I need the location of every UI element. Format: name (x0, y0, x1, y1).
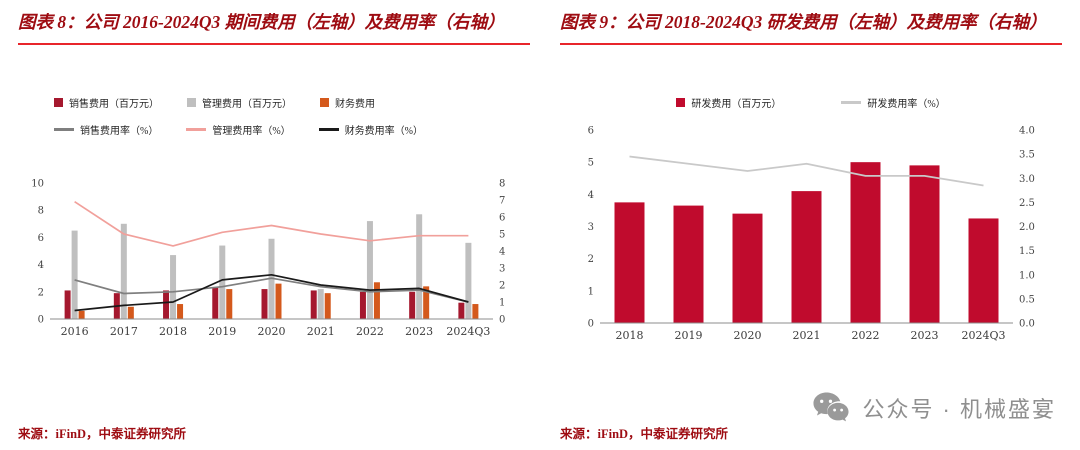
legend-label: 管理费用率（%） (212, 126, 291, 138)
legend-swatch-marker (676, 98, 686, 108)
legend-label: 销售费用率（%） (80, 126, 159, 138)
svg-text:2016: 2016 (61, 325, 89, 338)
svg-text:2024Q3: 2024Q3 (446, 325, 490, 338)
figure8-panel: 图表 8：公司 2016-2024Q3 期间费用（左轴）及费用率（右轴） 销售费… (18, 0, 530, 450)
svg-text:3: 3 (588, 222, 594, 233)
svg-text:6: 6 (499, 213, 505, 224)
svg-text:1: 1 (588, 286, 594, 297)
legend-line-marker (841, 101, 862, 104)
svg-text:3.5: 3.5 (1019, 150, 1035, 161)
svg-text:0: 0 (499, 315, 505, 326)
svg-text:8: 8 (499, 179, 505, 190)
legend-swatch-marker (54, 98, 63, 108)
svg-text:2019: 2019 (675, 329, 703, 342)
svg-text:2020: 2020 (258, 325, 286, 338)
svg-text:3.0: 3.0 (1019, 174, 1035, 185)
legend-item: 销售费用（百万元） (54, 95, 159, 110)
axis-tick-labels: 0 1 2 3 4 5 6 0.0 0.5 1.0 1.5 2.0 2.5 3.0 3.5 4.0 (588, 126, 1035, 330)
svg-text:6: 6 (588, 126, 594, 137)
svg-text:2022: 2022 (356, 325, 384, 338)
wechat-icon (813, 392, 849, 422)
x-axis-labels: 2018 2019 2020 2021 2022 2023 2024Q3 (616, 329, 1006, 342)
figure9-panel: 图表 9：公司 2018-2024Q3 研发费用（左轴）及费用率（右轴） 研发费… (560, 0, 1062, 450)
bars-group (614, 162, 999, 324)
x-axis-labels: 2016 2017 2018 2019 2020 2021 2022 2023 2024Q3 (61, 325, 491, 338)
svg-text:1.0: 1.0 (1019, 270, 1035, 281)
legend-swatch-marker (320, 98, 329, 108)
legend-label: 研发费用（百万元） (691, 99, 782, 111)
legend-row: 销售费用率（%） 管理费用率（%） 财务费用率（%） (54, 122, 530, 137)
svg-text:2.5: 2.5 (1019, 198, 1035, 209)
legend-line-marker (54, 128, 74, 131)
line-series-group (629, 155, 984, 187)
svg-text:0.5: 0.5 (1019, 295, 1035, 306)
watermark-text: 公众号 · 机械盛宴 (862, 396, 1056, 422)
watermark: 公众号 · 机械盛宴 (812, 391, 1056, 424)
legend-label: 销售费用（百万元） (69, 99, 159, 111)
svg-text:7: 7 (499, 196, 505, 207)
svg-text:1: 1 (499, 298, 505, 309)
legend-label: 研发费用率（%） (867, 99, 946, 111)
line-series-group (74, 201, 469, 312)
svg-text:6: 6 (38, 233, 44, 244)
axis-tick-labels: 0 2 4 6 8 10 0 1 2 3 4 5 6 7 8 (31, 179, 505, 326)
svg-text:2024Q3: 2024Q3 (961, 329, 1005, 342)
svg-text:2020: 2020 (734, 329, 762, 342)
figure9-source: 来源：iFinD，中泰证券研究所 (560, 427, 729, 441)
svg-text:0: 0 (588, 319, 594, 330)
svg-text:3: 3 (499, 264, 505, 275)
svg-text:1.5: 1.5 (1019, 246, 1035, 257)
svg-text:4: 4 (38, 260, 44, 271)
svg-text:2: 2 (499, 281, 505, 292)
svg-text:4: 4 (588, 190, 594, 201)
svg-text:0.0: 0.0 (1019, 319, 1035, 330)
svg-text:2019: 2019 (208, 325, 236, 338)
legend-item: 研发费用率（%） (841, 95, 946, 111)
legend-item: 财务费用率（%） (318, 122, 424, 138)
legend-item: 管理费用率（%） (186, 122, 291, 138)
svg-text:5: 5 (499, 230, 505, 241)
legend-item: 研发费用（百万元） (676, 95, 781, 110)
figure8-source: 来源：iFinD，中泰证券研究所 (18, 427, 187, 441)
figure8-title: 图表 8：公司 2016-2024Q3 期间费用（左轴）及费用率（右轴） (18, 0, 530, 46)
svg-text:8: 8 (38, 206, 44, 217)
svg-text:2018: 2018 (616, 329, 644, 342)
svg-text:2: 2 (38, 287, 44, 298)
svg-text:4.0: 4.0 (1019, 126, 1035, 137)
svg-text:2021: 2021 (307, 325, 335, 338)
svg-text:2023: 2023 (911, 329, 939, 342)
figure8-legend: 销售费用（百万元） 管理费用（百万元） 财务费用销售费用率（%） 管理费用率（%） 财务… (54, 95, 530, 137)
svg-text:2017: 2017 (110, 325, 138, 338)
svg-text:2.0: 2.0 (1019, 222, 1035, 233)
figure9-title: 图表 9：公司 2018-2024Q3 研发费用（左轴）及费用率（右轴） (560, 0, 1062, 46)
svg-text:2021: 2021 (793, 329, 821, 342)
svg-text:2018: 2018 (159, 325, 187, 338)
figure8-chart-svg: 0 2 4 6 8 10 0 1 2 3 4 5 6 7 8 2016 2017 2018 2019 2020 2021… (31, 179, 505, 339)
legend-label: 财务费用 (335, 99, 375, 111)
svg-text:2023: 2023 (405, 325, 433, 338)
legend-item: 财务费用 (320, 95, 375, 110)
svg-text:2: 2 (588, 254, 594, 265)
legend-label: 财务费用率（%） (344, 126, 424, 138)
svg-text:0: 0 (38, 315, 44, 326)
legend-line-marker (318, 128, 339, 131)
legend-label: 管理费用（百万元） (202, 99, 292, 111)
legend-row: 销售费用（百万元） 管理费用（百万元） 财务费用 (54, 95, 530, 110)
legend-line-marker (186, 128, 207, 131)
svg-text:5: 5 (588, 158, 594, 169)
legend-item: 销售费用率（%） (54, 122, 158, 137)
svg-text:2022: 2022 (852, 329, 880, 342)
svg-text:4: 4 (499, 247, 505, 258)
legend-item: 管理费用（百万元） (187, 95, 292, 110)
bars-group (64, 214, 479, 320)
svg-text:10: 10 (31, 179, 44, 190)
legend-swatch-marker (187, 98, 196, 108)
figure9-legend: 研发费用（百万元） 研发费用率（%） (560, 95, 1062, 110)
legend-row: 研发费用（百万元） 研发费用率（%） (560, 95, 1062, 110)
